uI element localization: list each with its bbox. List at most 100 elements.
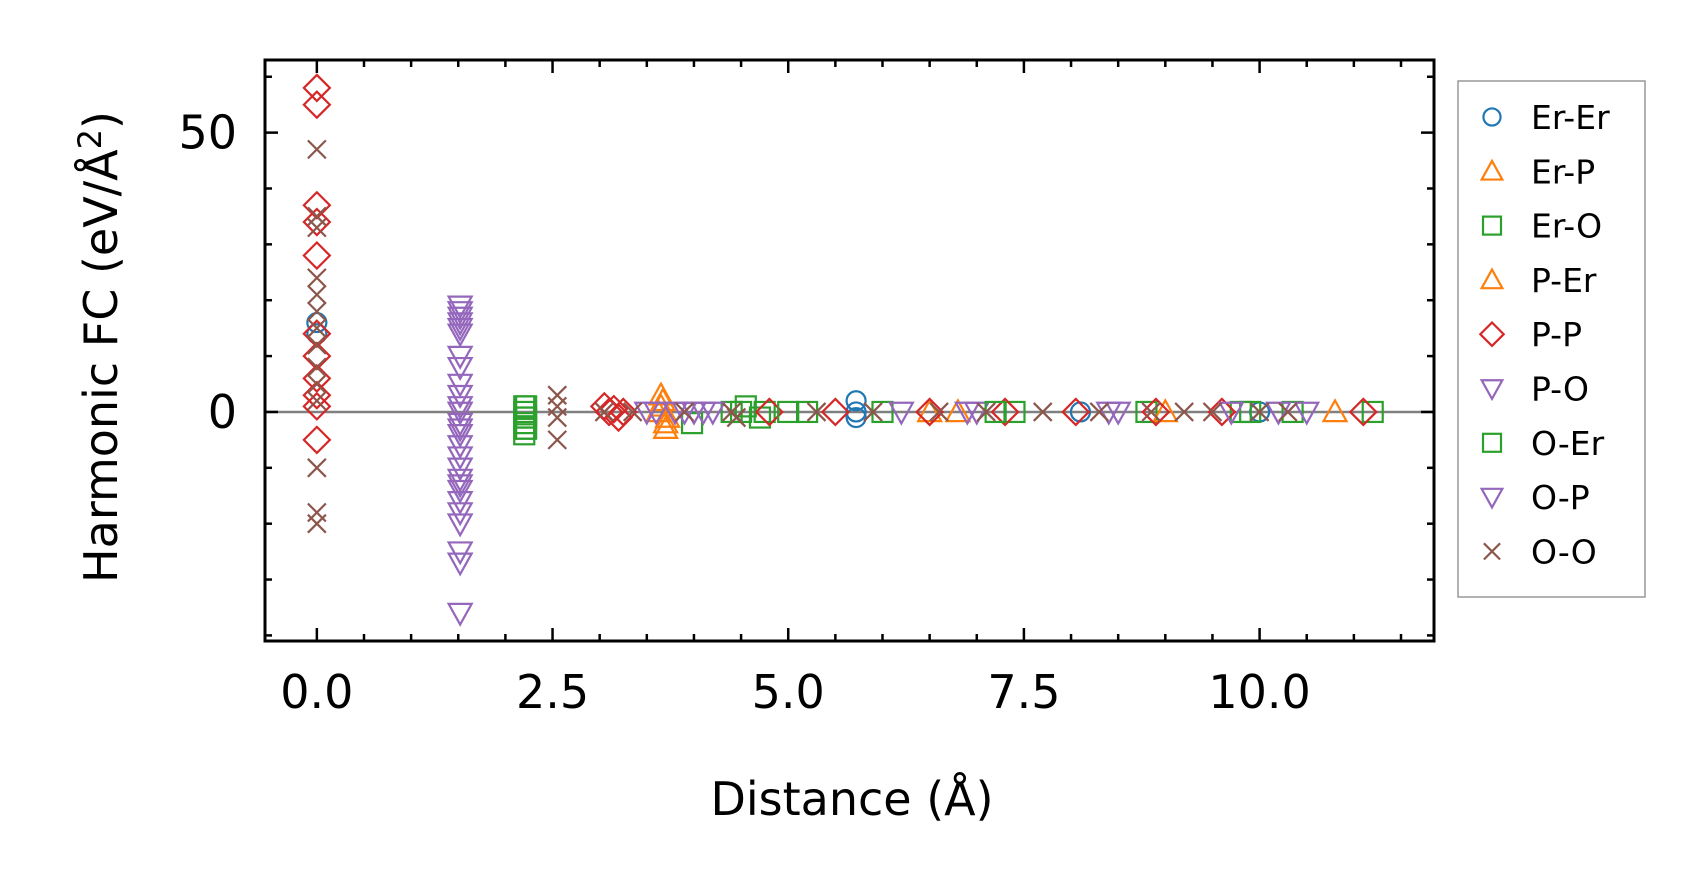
data-point-o-o — [1032, 402, 1053, 422]
legend-marker — [1479, 487, 1505, 510]
data-point-o-o — [307, 357, 327, 378]
axis-tick-labels: 0.0 2.5 5.0 7.5 10.0 0 50 — [178, 106, 1310, 719]
data-point-p-p — [915, 397, 945, 427]
x-tick-label: 2.5 — [516, 665, 589, 719]
data-point-o-o — [863, 402, 883, 422]
data-point-o-er — [515, 395, 538, 418]
y-axis-label-close: ) — [74, 111, 128, 129]
y-axis-label: Harmonic FC (eV/Å2) — [71, 111, 128, 583]
data-point-o-o — [307, 318, 327, 338]
series-o-p — [446, 301, 1292, 499]
data-point-p-p — [302, 207, 332, 237]
data-point-p-er — [654, 403, 681, 428]
y-axis-label-superscript: 2 — [71, 129, 109, 149]
data-point-o-o — [307, 513, 327, 534]
data-point-o-o — [307, 391, 327, 411]
legend-label: O-Er — [1531, 424, 1605, 463]
data-point-o-p — [953, 401, 981, 426]
data-point-p-o — [1293, 401, 1321, 426]
legend-entry-p-o: P-O — [1479, 370, 1589, 409]
legend-label: P-Er — [1531, 261, 1597, 300]
data-point-o-p — [1217, 401, 1245, 426]
data-point-o-o — [307, 284, 327, 305]
legend-label: P-P — [1531, 315, 1582, 354]
legend-entry-o-er: O-Er — [1481, 424, 1605, 463]
data-point-er-o — [1281, 400, 1304, 424]
data-point-o-o — [1174, 402, 1194, 422]
x-tick-label: 10.0 — [1208, 665, 1310, 719]
x-tick-label: 5.0 — [752, 665, 825, 719]
data-point-er-p — [944, 398, 972, 423]
data-point-p-p — [1348, 397, 1378, 427]
data-point-er-o — [753, 400, 776, 424]
data-point-o-o — [1141, 402, 1161, 422]
data-point-p-p — [302, 190, 332, 220]
data-point-o-o — [1249, 402, 1270, 422]
legend-marker — [1479, 379, 1505, 402]
plot-area: 0.0 2.5 5.0 7.5 10.0 0 50 — [178, 58, 1436, 719]
data-point-p-p — [302, 341, 332, 371]
legend-label: Er-O — [1531, 207, 1602, 246]
data-point-p-er — [1151, 398, 1179, 423]
series-er-o — [513, 395, 1384, 446]
data-point-p-o — [446, 513, 474, 538]
data-point-o-o — [976, 402, 996, 422]
data-point-p-p — [603, 402, 634, 433]
data-point-o-o — [307, 139, 327, 160]
data-point-er-er — [306, 311, 328, 334]
data-point-o-o — [1278, 402, 1298, 422]
legend-marker — [1482, 107, 1502, 127]
data-point-p-p — [820, 397, 850, 427]
data-point-p-p — [1207, 397, 1237, 427]
legend-marker — [1483, 542, 1501, 561]
legend-marker — [1479, 267, 1505, 290]
data-point-o-o — [1089, 402, 1110, 422]
data-point-p-p — [302, 319, 332, 349]
data-point-p-p — [302, 240, 332, 271]
data-point-er-p — [1321, 398, 1349, 423]
data-point-o-p — [446, 373, 474, 398]
data-point-o-o — [547, 407, 568, 428]
data-point-o-p — [446, 474, 474, 499]
data-point-o-p — [633, 401, 661, 426]
data-point-o-p — [1265, 401, 1292, 426]
data-point-p-p — [302, 391, 332, 421]
data-point-o-o — [622, 402, 643, 422]
data-point-o-o — [307, 301, 327, 322]
data-point-o-o — [307, 458, 327, 478]
y-axis-label-main: Harmonic FC (eV/Å — [74, 149, 128, 583]
data-point-p-p — [302, 73, 332, 103]
legend-entry-er-p: Er-P — [1479, 152, 1595, 191]
data-point-o-p — [671, 401, 698, 426]
legend-entry-p-er: P-Er — [1479, 261, 1597, 300]
y-tick-label: 50 — [178, 106, 237, 160]
data-point-p-p — [302, 363, 332, 393]
legend-marker — [1478, 320, 1506, 348]
data-point-o-p — [690, 401, 717, 426]
data-point-o-o — [307, 217, 327, 238]
data-point-p-p — [990, 397, 1020, 427]
x-tick-label: 7.5 — [987, 665, 1060, 719]
axis-ticks — [265, 60, 1434, 641]
data-point-p-o — [887, 401, 915, 426]
data-point-o-p — [1095, 401, 1123, 426]
series-p-p — [302, 73, 1378, 455]
legend-label: O-P — [1531, 478, 1590, 517]
data-point-o-o — [594, 402, 615, 422]
data-point-er-o — [1135, 400, 1158, 424]
series-o-o — [307, 139, 1298, 534]
data-point-p-o — [446, 356, 474, 382]
legend-label: P-O — [1531, 370, 1589, 409]
legend: Er-Er Er-P Er-O P-Er P-P P-O O-Er O-P O-O — [1457, 80, 1646, 598]
data-point-p-p — [608, 397, 638, 427]
data-point-o-o — [547, 430, 568, 450]
legend-entries: Er-Er Er-P Er-O P-Er P-P P-O O-Er O-P O-O — [1478, 98, 1610, 571]
data-point-o-er — [515, 417, 538, 440]
legend-label: Er-P — [1531, 152, 1595, 191]
data-point-o-o — [674, 402, 695, 422]
data-point-p-o — [446, 317, 474, 342]
data-point-o-er — [515, 406, 538, 429]
data-point-p-o — [446, 602, 474, 627]
